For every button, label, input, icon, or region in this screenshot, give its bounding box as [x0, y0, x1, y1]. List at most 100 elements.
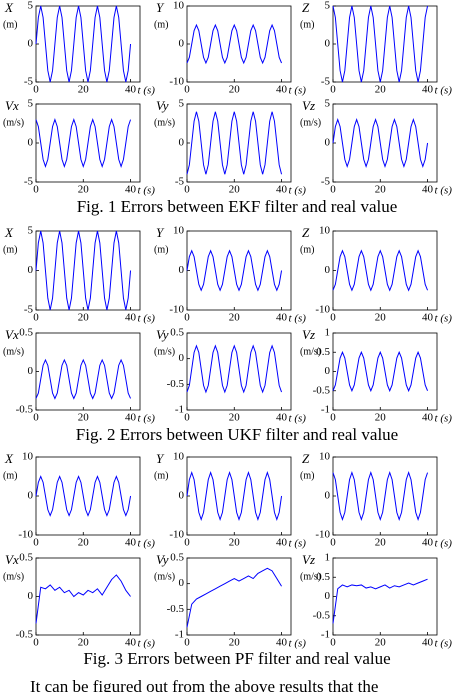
data-line [332, 118, 429, 168]
x-tick-label: 0 [33, 184, 39, 196]
y-axis-name: Y [156, 225, 165, 240]
x-tick-label: 0 [330, 84, 336, 96]
data-line [186, 249, 283, 292]
x-tick-label: 20 [229, 184, 241, 196]
x-tick-label: 0 [184, 537, 190, 549]
y-axis-name: Vz [302, 98, 315, 113]
y-tick-label: 0 [28, 590, 34, 602]
y-tick-label: 0 [28, 137, 34, 149]
x-tick-label: 0 [33, 412, 39, 424]
x-tick-label: 40 [422, 84, 434, 96]
y-tick-label: 0 [179, 352, 185, 364]
y-axis-unit: (m) [300, 244, 314, 255]
x-tick-label: 20 [375, 537, 387, 549]
y-axis-unit: (m) [3, 470, 17, 481]
y-tick-label: 0.5 [19, 327, 33, 339]
y-axis-name: X [4, 451, 14, 466]
data-line [35, 118, 132, 168]
x-tick-label: 20 [375, 637, 387, 649]
x-tick-label: 40 [276, 84, 288, 96]
data-line [35, 230, 132, 311]
y-tick-label: -1 [321, 404, 330, 416]
y-axis-unit: (m/s) [300, 117, 321, 128]
x-axis-label: t (s) [138, 538, 156, 550]
y-axis-name: Vy [156, 327, 169, 342]
x-tick-label: 20 [229, 637, 241, 649]
y-tick-label: 5 [325, 0, 331, 12]
x-tick-label: 20 [229, 537, 241, 549]
x-tick-label: 40 [422, 637, 434, 649]
y-axis-unit: (m) [154, 19, 168, 30]
y-axis-name: Vx [5, 552, 19, 567]
x-tick-label: 40 [276, 184, 288, 196]
x-tick-label: 20 [78, 537, 90, 549]
y-axis-unit: (m) [300, 19, 314, 30]
x-axis-label: t (s) [138, 185, 156, 197]
y-tick-label: -5 [24, 304, 34, 316]
data-line [186, 567, 282, 628]
x-axis-label: t (s) [289, 638, 307, 650]
x-axis-label: t (s) [138, 85, 156, 97]
y-tick-label: 5 [28, 98, 34, 110]
x-tick-label: 0 [330, 637, 336, 649]
y-tick-label: -1 [175, 404, 184, 416]
x-tick-label: 20 [78, 84, 90, 96]
data-line [186, 344, 283, 394]
y-tick-label: 5 [28, 0, 34, 12]
y-tick-label: 0 [179, 38, 185, 50]
y-tick-label: -5 [175, 176, 185, 188]
x-axis-label: t (s) [289, 85, 307, 97]
y-tick-label: 0 [179, 137, 185, 149]
x-axis-label: t (s) [435, 313, 453, 325]
y-tick-label: -0.5 [167, 603, 185, 615]
x-tick-label: 20 [78, 312, 90, 324]
x-axis-label: t (s) [435, 413, 453, 425]
x-tick-label: 40 [276, 412, 288, 424]
y-tick-label: -10 [315, 529, 330, 541]
x-tick-label: 20 [229, 312, 241, 324]
plot-frame [186, 230, 292, 311]
x-tick-label: 40 [422, 312, 434, 324]
x-axis-label: t (s) [289, 313, 307, 325]
caption: Fig. 1 Errors between EKF filter and rea… [77, 197, 398, 216]
x-axis-label: t (s) [435, 538, 453, 550]
y-tick-label: -0.5 [16, 404, 34, 416]
y-axis-name: Y [156, 451, 165, 466]
y-tick-label: 10 [22, 451, 34, 463]
y-axis-unit: (m) [154, 470, 168, 481]
y-tick-label: -5 [321, 76, 331, 88]
x-tick-label: 0 [33, 537, 39, 549]
y-axis-name: Vy [156, 98, 169, 113]
y-axis-unit: (m/s) [154, 346, 175, 357]
x-tick-label: 20 [375, 184, 387, 196]
x-axis-label: t (s) [435, 85, 453, 97]
y-axis-unit: (m) [3, 244, 17, 255]
x-tick-label: 40 [276, 537, 288, 549]
x-tick-label: 0 [330, 184, 336, 196]
y-tick-label: 0 [28, 490, 34, 502]
y-axis-unit: (m/s) [154, 117, 175, 128]
y-tick-label: -10 [169, 304, 184, 316]
plot-frame [332, 103, 438, 183]
y-tick-label: -5 [24, 176, 34, 188]
data-line [332, 578, 428, 624]
y-tick-label: -10 [169, 76, 184, 88]
plot-frame [186, 456, 292, 536]
y-axis-unit: (m/s) [3, 346, 24, 357]
x-tick-label: 40 [125, 84, 137, 96]
plot-frame [35, 456, 141, 536]
y-tick-label: 0 [28, 365, 34, 377]
y-axis-name: X [4, 0, 14, 15]
y-axis-name: Y [156, 0, 165, 15]
x-tick-label: 0 [184, 412, 190, 424]
y-tick-label: 0 [179, 490, 185, 502]
plot-frame [35, 5, 141, 83]
y-tick-label: 10 [173, 451, 185, 463]
x-tick-label: 20 [78, 184, 90, 196]
y-tick-label: -10 [169, 529, 184, 541]
data-line [35, 574, 131, 624]
y-axis-unit: (m/s) [300, 346, 321, 357]
x-tick-label: 20 [229, 84, 241, 96]
data-line [332, 249, 429, 292]
plot-frame [35, 230, 141, 311]
